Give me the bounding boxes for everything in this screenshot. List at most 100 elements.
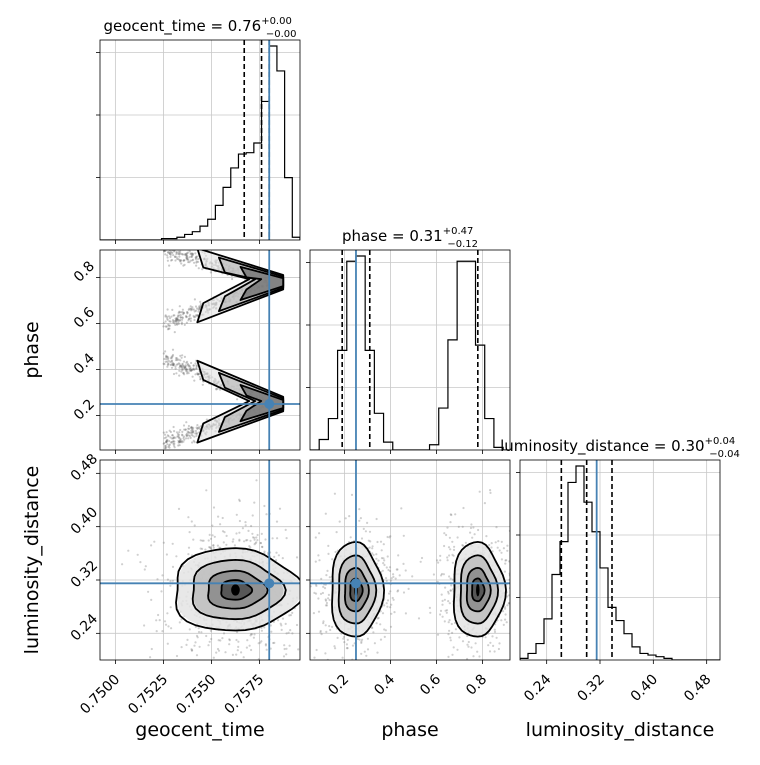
sample-point: [273, 555, 276, 559]
sample-point: [212, 506, 216, 509]
title-plus-error: +0.47: [443, 226, 474, 237]
sample-point: [191, 253, 194, 256]
sample-point: [250, 633, 254, 636]
sample-point: [168, 324, 171, 327]
sample-point: [345, 643, 348, 646]
sample-point: [171, 308, 174, 311]
density-peak: [476, 583, 480, 597]
sample-point: [467, 640, 470, 644]
sample-point: [248, 644, 251, 647]
sample-point: [175, 251, 178, 254]
sample-point: [313, 591, 316, 595]
sample-point: [163, 250, 166, 253]
sample-point: [179, 260, 182, 263]
sample-point: [263, 550, 266, 553]
sample-point: [389, 590, 392, 593]
sample-point: [493, 650, 496, 653]
sample-point: [454, 628, 457, 631]
sample-point: [228, 639, 231, 642]
sample-point: [384, 629, 387, 632]
sample-point: [188, 256, 191, 259]
sample-point: [175, 320, 178, 324]
panel-frame: [99, 459, 301, 661]
sample-point: [182, 372, 185, 375]
sample-point: [177, 250, 180, 253]
sample-point: [183, 263, 186, 266]
sample-point: [264, 643, 267, 646]
sample-point: [322, 622, 325, 625]
sample-point: [170, 441, 173, 444]
sample-point: [191, 252, 194, 255]
sample-point: [179, 316, 182, 319]
sample-point: [523, 545, 525, 547]
sample-point: [168, 429, 171, 432]
sample-point: [164, 320, 167, 323]
sample-point: [188, 628, 191, 631]
sample-point: [254, 542, 257, 545]
sample-point: [506, 549, 509, 552]
sample-point: [208, 533, 211, 537]
sample-point: [320, 633, 323, 636]
sample-point: [383, 563, 386, 567]
sample-point: [420, 556, 424, 560]
sample-point: [172, 320, 175, 323]
injection-point: [350, 578, 361, 589]
sample-point: [190, 426, 193, 429]
sample-point: [179, 428, 182, 432]
sample-point: [170, 441, 173, 444]
sample-point: [195, 256, 198, 259]
sample-point: [226, 671, 228, 673]
sample-point: [276, 537, 279, 540]
sample-point: [511, 571, 513, 573]
sample-point: [505, 621, 508, 624]
sample-point: [172, 362, 176, 366]
sample-point: [177, 322, 180, 325]
sample-point: [190, 254, 193, 257]
sample-point: [181, 368, 184, 371]
sample-point: [383, 559, 386, 562]
sample-point: [178, 366, 181, 369]
sample-point: [368, 530, 372, 533]
sample-point: [449, 639, 452, 642]
sample-point: [192, 258, 195, 261]
sample-point: [217, 515, 220, 518]
contour-line: [337, 554, 378, 625]
sample-point: [180, 311, 183, 314]
sample-point: [325, 604, 329, 607]
sample-point: [212, 546, 215, 549]
sample-point: [377, 616, 380, 620]
sample-point: [243, 540, 246, 543]
sample-point: [194, 429, 197, 433]
sample-point: [200, 631, 203, 634]
sample-point: [171, 565, 175, 569]
sample-point: [451, 631, 454, 635]
sample-point: [493, 630, 497, 634]
sample-point: [190, 252, 193, 255]
sample-point: [163, 250, 166, 253]
sample-point: [392, 598, 395, 601]
sample-point: [282, 655, 286, 658]
sample-point: [209, 271, 212, 274]
sample-point: [193, 318, 196, 322]
sample-point: [472, 526, 475, 529]
sample-point: [275, 551, 278, 554]
sample-point: [265, 513, 268, 516]
sample-point: [195, 431, 198, 435]
sample-point: [271, 537, 274, 540]
sample-point: [255, 479, 258, 482]
sample-point: [175, 251, 178, 254]
sample-point: [188, 250, 191, 253]
sample-point: [215, 651, 218, 654]
sample-point: [178, 247, 180, 249]
sample-point: [164, 444, 167, 447]
sample-point: [185, 252, 188, 255]
sample-point: [279, 622, 282, 625]
sample-point: [186, 362, 189, 365]
sample-point: [166, 241, 168, 243]
sample-point: [379, 638, 383, 641]
sample-point: [172, 254, 175, 257]
sample-point: [166, 318, 169, 321]
sample-point: [183, 253, 186, 256]
sample-point: [165, 355, 168, 358]
sample-point: [185, 256, 189, 259]
